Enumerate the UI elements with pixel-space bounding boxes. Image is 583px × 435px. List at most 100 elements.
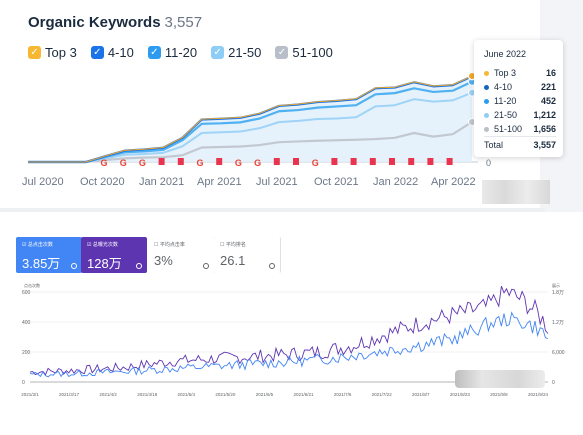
help-icon[interactable] xyxy=(269,263,275,269)
x-tick-label: Jul 2021 xyxy=(256,176,298,188)
legend-top3[interactable]: ✓ Top 3 xyxy=(28,45,77,60)
y-left-tick-label: 600 xyxy=(22,290,31,296)
event-flag-icon xyxy=(369,158,376,165)
metric-card-position[interactable]: ☐ 平均排名 26.1 xyxy=(214,237,281,273)
x-tick-label: 2021/8/23 xyxy=(450,392,471,397)
checkbox-icon[interactable]: ✓ xyxy=(275,46,289,59)
series-line-51-100 xyxy=(28,121,473,164)
dot-icon xyxy=(484,85,489,90)
x-tick-label: 2021/9/24 xyxy=(528,392,549,397)
tooltip-label: 21-50 xyxy=(494,110,518,120)
zero-tick-label: 0 xyxy=(486,158,491,168)
y-right-tick-label: 1.2万 xyxy=(552,320,564,326)
tooltip-value: 1,212 xyxy=(533,110,556,120)
legend-11-20[interactable]: ✓ 11-20 xyxy=(147,45,198,60)
x-tick-label: 2021/4/18 xyxy=(137,392,158,397)
event-flag-icon xyxy=(293,158,299,165)
help-icon[interactable] xyxy=(203,263,209,269)
event-flag-icon xyxy=(177,158,184,165)
tooltip-label: 51-100 xyxy=(494,124,523,134)
event-flag-icon xyxy=(331,158,338,165)
event-flag-icon xyxy=(158,158,165,165)
position-legend: ✓ Top 3 ✓ 4-10 ✓ 11-20 ✓ 21-50 ✓ 51-100 xyxy=(28,45,333,60)
tooltip-row-4-10: 4-10 221 xyxy=(484,82,556,92)
legend-label: 21-50 xyxy=(228,45,262,60)
x-tick-label: 2021/3/17 xyxy=(59,392,80,397)
x-tick-label: 2021/3/1 xyxy=(21,392,39,397)
metric-value: 128万 xyxy=(87,256,122,271)
y-right-tick-label: 6,000 xyxy=(552,350,565,356)
y-left-tick-label: 400 xyxy=(22,320,31,326)
metric-card-impressions[interactable]: ☑ 总曝光次数 128万 xyxy=(81,237,147,273)
panel-divider xyxy=(0,208,545,212)
metric-value: 3% xyxy=(154,253,173,268)
x-tick-label: Oct 2021 xyxy=(314,176,359,188)
total-count: 3,557 xyxy=(164,14,203,31)
x-tick-label: Apr 2021 xyxy=(197,176,242,188)
metric-card-ctr[interactable]: ☐ 平均点击率 3% xyxy=(148,237,215,273)
legend-label: 4-10 xyxy=(107,45,134,60)
google-update-icon: G xyxy=(312,158,319,168)
checkbox-icon[interactable]: ✓ xyxy=(147,46,161,59)
x-tick-label: 2021/5/20 xyxy=(215,392,236,397)
clicks-line xyxy=(29,311,549,378)
checkbox-icon[interactable]: ✓ xyxy=(211,46,225,59)
x-tick-label: 2021/7/6 xyxy=(334,392,352,397)
organic-keywords-title: Organic Keywords 3,557 xyxy=(28,14,202,31)
left-axis-label: 点击次数 xyxy=(24,282,40,288)
tooltip-label: Top 3 xyxy=(494,68,517,78)
keywords-area-fill xyxy=(28,76,472,162)
x-tick-label: 2021/7/22 xyxy=(372,392,393,397)
x-tick-label: Jul 2020 xyxy=(22,176,64,188)
legend-51-100[interactable]: ✓ 51-100 xyxy=(275,45,333,60)
legend-label: 11-20 xyxy=(164,45,198,60)
data-tooltip: June 2022 Top 3 16 4-10 221 11-20 452 21-50… xyxy=(474,40,563,157)
tooltip-value: 1,656 xyxy=(533,124,556,134)
tooltip-value: 452 xyxy=(540,96,556,106)
blurred-watermark xyxy=(455,370,545,388)
google-update-icon: G xyxy=(254,158,261,168)
x-tick-label: Oct 2020 xyxy=(80,176,125,188)
legend-label: 51-100 xyxy=(292,45,333,60)
x-tick-label: 2021/6/21 xyxy=(294,392,315,397)
event-flag-icon xyxy=(427,158,434,165)
event-flag-icon xyxy=(350,158,357,165)
tooltip-value: 221 xyxy=(540,82,556,92)
help-icon[interactable] xyxy=(71,263,77,269)
metric-value: 3.85万 xyxy=(22,256,61,271)
x-tick-label: 2021/8/7 xyxy=(412,392,430,397)
tooltip-row-21-50: 21-50 1,212 xyxy=(484,110,556,120)
x-tick-label: Jan 2021 xyxy=(139,176,185,188)
google-update-icon: G xyxy=(120,158,127,168)
google-update-icon: G xyxy=(100,158,107,168)
event-flag-icon xyxy=(408,158,415,165)
title-text: Organic Keywords xyxy=(28,14,161,31)
dot-icon xyxy=(484,113,489,118)
metric-label: ☐ 平均点击率 xyxy=(154,242,185,248)
impressions-line xyxy=(29,286,549,376)
legend-4-10[interactable]: ✓ 4-10 xyxy=(90,45,134,60)
x-tick-label: 2021/5/4 xyxy=(178,392,196,397)
x-tick-label: 2021/9/8 xyxy=(490,392,508,397)
tooltip-row-total: Total 3,557 xyxy=(484,140,556,150)
dot-icon xyxy=(484,71,489,76)
legend-21-50[interactable]: ✓ 21-50 xyxy=(211,45,261,60)
help-icon[interactable] xyxy=(136,263,142,269)
event-flag-icon xyxy=(389,158,395,165)
event-flag-icon xyxy=(446,158,453,165)
google-update-icon: G xyxy=(235,158,242,168)
metric-card-clicks[interactable]: ☑ 总点击次数 3.85万 xyxy=(16,237,82,273)
y-left-tick-label: 200 xyxy=(22,350,31,356)
tooltip-label: 11-20 xyxy=(494,96,517,106)
tooltip-label: 4-10 xyxy=(494,82,513,92)
series-line-21-50 xyxy=(28,91,473,163)
right-axis-label: 展示 xyxy=(552,282,560,288)
checkbox-icon[interactable]: ✓ xyxy=(90,46,104,59)
y-left-tick-label: 0 xyxy=(22,380,25,386)
checkbox-icon[interactable]: ✓ xyxy=(28,46,41,59)
event-flag-icon xyxy=(216,158,223,165)
tooltip-label: Total xyxy=(484,140,504,150)
metric-label: ☐ 平均排名 xyxy=(220,242,246,248)
x-tick-label: Jan 2022 xyxy=(373,176,419,188)
event-flag-icon xyxy=(273,158,280,165)
